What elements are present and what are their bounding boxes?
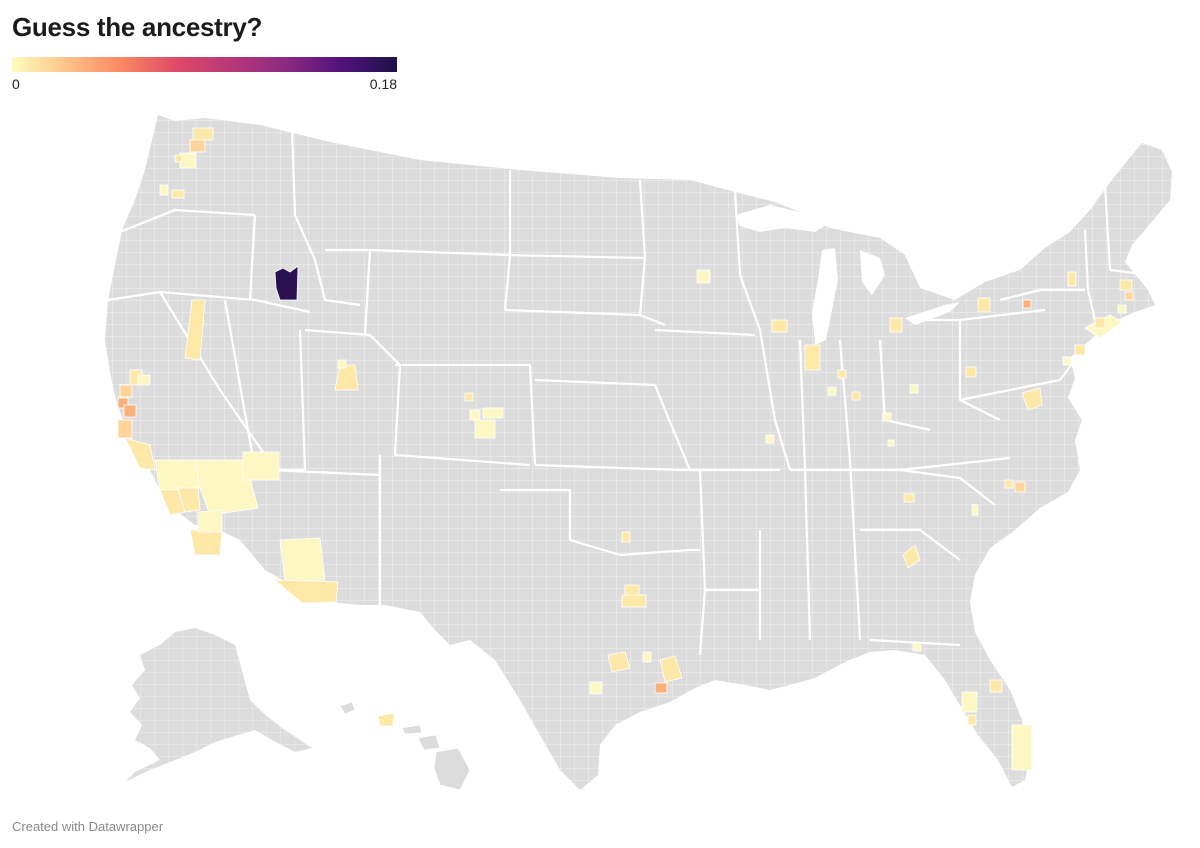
county-il-1	[804, 344, 821, 371]
county-fl-5	[1011, 724, 1033, 771]
hawaii	[339, 701, 471, 791]
county-tx-1	[624, 584, 640, 596]
highlighted-counties	[117, 127, 1134, 771]
county-ca-4	[117, 397, 129, 409]
hawaii-island-oahu	[377, 712, 395, 727]
county-ut-2	[337, 359, 347, 369]
county-ny-1	[977, 297, 991, 313]
county-ca-12	[177, 487, 201, 513]
county-ok-1	[621, 531, 631, 543]
hawaii-island-maui	[417, 734, 441, 751]
county-ma-2	[1124, 291, 1134, 301]
county-ny-3	[1067, 271, 1077, 287]
county-ca-3	[119, 384, 133, 398]
county-borders	[105, 115, 1172, 790]
county-tx-3	[607, 651, 631, 673]
county-fl-4	[967, 714, 977, 726]
hawaii-island-big	[433, 747, 471, 791]
county-tx-4	[642, 651, 652, 663]
county-or-2	[171, 189, 185, 199]
county-in-3	[851, 391, 861, 401]
lake-michigan	[812, 248, 838, 345]
alaska-county-borders	[125, 628, 312, 782]
county-co-2	[469, 409, 481, 421]
county-ca-10	[242, 451, 280, 481]
county-tx-5	[659, 655, 683, 683]
county-fl-2	[989, 679, 1003, 693]
county-co-4	[474, 419, 496, 439]
county-ca-5	[123, 404, 137, 418]
county-wa-1	[192, 127, 214, 141]
county-in-2	[827, 386, 837, 396]
credit-text: Created with Datawrapper	[12, 819, 164, 834]
county-co-1	[464, 392, 474, 402]
county-mo-1	[765, 434, 775, 444]
contiguous-us	[105, 115, 1172, 790]
county-ky-2	[887, 439, 895, 447]
county-nc-2	[1014, 481, 1026, 493]
county-nc-1	[1004, 479, 1014, 489]
county-fl-1	[912, 642, 922, 652]
county-ut-1	[334, 364, 359, 391]
county-ca-9	[194, 459, 259, 516]
county-sc-1	[971, 504, 979, 516]
county-az-2	[273, 579, 339, 604]
county-va-1	[1021, 387, 1043, 411]
county-pa-1	[965, 366, 977, 378]
chart-title: Guess the ancestry?	[12, 12, 263, 42]
county-mn-1	[696, 269, 711, 284]
lake-erie	[905, 302, 960, 325]
color-legend: 0 0.18	[12, 57, 397, 94]
alaska	[125, 628, 312, 782]
hawaii-island-molokai	[401, 724, 423, 735]
county-oh-1	[909, 384, 919, 394]
county-az-1	[279, 537, 326, 583]
county-ca-2	[137, 374, 151, 386]
county-ca-6	[117, 419, 133, 439]
lake-superior	[735, 205, 830, 232]
county-tx-7	[589, 681, 603, 695]
county-wa-4	[174, 154, 183, 163]
county-mi-1	[889, 317, 903, 333]
county-co-3	[482, 407, 504, 419]
county-in-1	[837, 369, 847, 379]
county-wa-2	[189, 139, 206, 153]
county-or-1	[159, 184, 169, 196]
county-ia-1	[771, 319, 788, 333]
legend-min-label: 0	[12, 76, 20, 92]
us-county-map	[105, 115, 1172, 791]
county-nj-1	[1074, 344, 1086, 356]
county-max-idaho	[274, 265, 299, 301]
county-ny-2	[1022, 299, 1032, 309]
county-ca-7	[124, 437, 156, 471]
legend-labels: 0 0.18	[12, 76, 397, 94]
state-borders	[107, 127, 1151, 656]
lake-huron	[860, 250, 885, 295]
county-tx-6	[654, 682, 668, 694]
county-ma-1	[1119, 279, 1133, 291]
county-fl-3	[961, 691, 978, 713]
legend-gradient-bar	[12, 57, 397, 72]
county-ky-1	[882, 412, 892, 422]
county-al-1	[902, 544, 921, 569]
county-ca-14	[197, 509, 223, 533]
county-tn-1	[903, 493, 915, 503]
county-ca-13	[189, 529, 223, 556]
county-nj-2	[1062, 356, 1072, 366]
hawaii-island-kauai	[339, 701, 356, 715]
county-ma-3	[1117, 304, 1127, 314]
county-ca-8	[154, 459, 201, 493]
county-ny-5	[1094, 317, 1106, 329]
county-tx-2	[621, 594, 647, 608]
county-nv-1	[184, 299, 206, 361]
legend-max-label: 0.18	[369, 76, 397, 92]
